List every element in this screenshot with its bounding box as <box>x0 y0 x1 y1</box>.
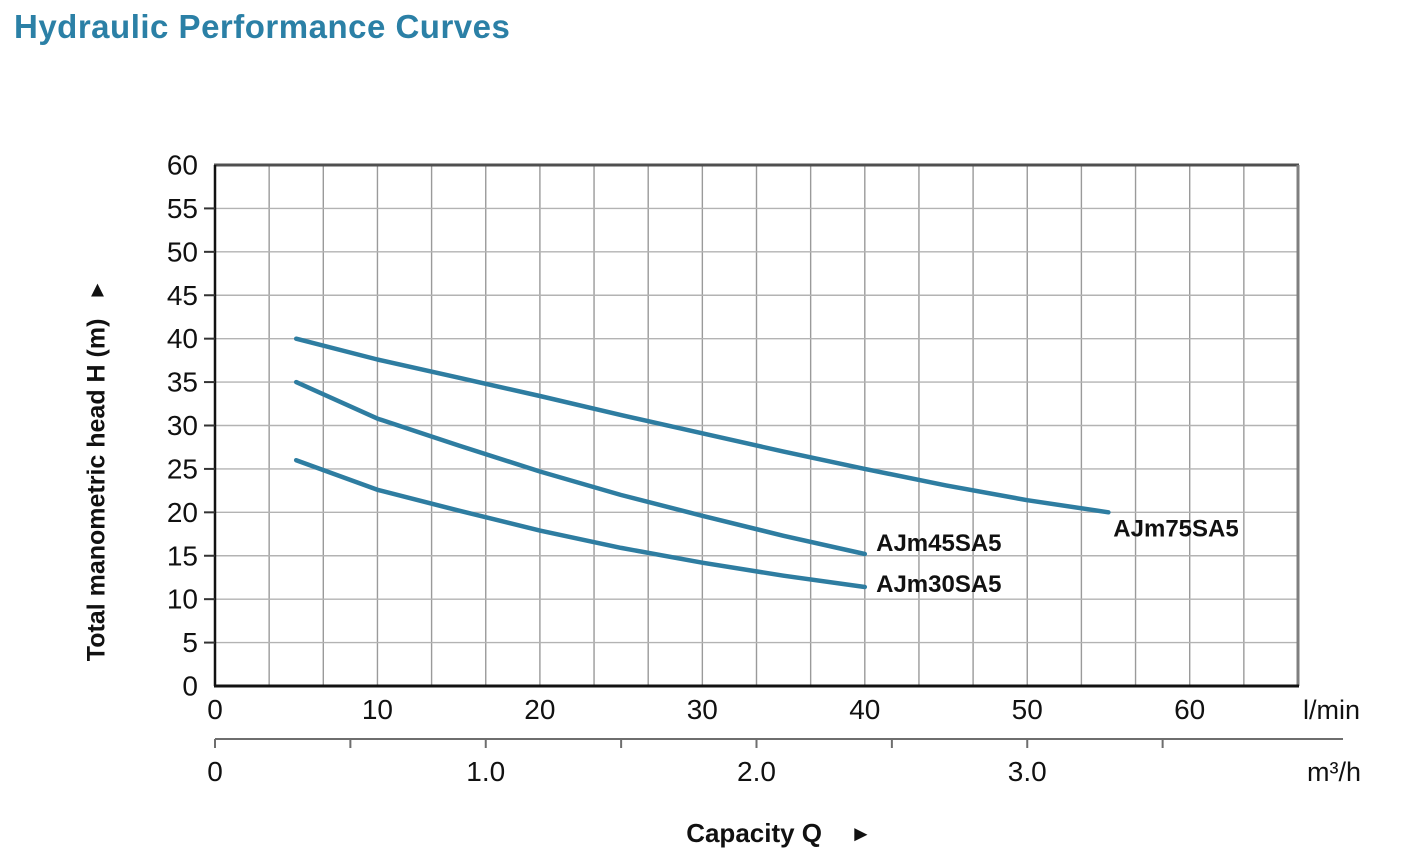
y-tick-label: 55 <box>167 193 198 224</box>
y-tick-label: 35 <box>167 367 198 398</box>
x-tick-label-lmin: 50 <box>1012 694 1043 725</box>
curve-label-AJm30SA5: AJm30SA5 <box>876 571 1001 598</box>
x-unit-m3h: m³/h <box>1307 757 1361 787</box>
y-tick-label: 45 <box>167 280 198 311</box>
y-tick-label: 5 <box>182 627 198 658</box>
curve-AJm30SA5 <box>293 457 868 590</box>
right-arrow-icon: ► <box>850 821 872 846</box>
y-tick-label: 40 <box>167 323 198 354</box>
x-tick-label-lmin: 60 <box>1174 694 1205 725</box>
x-tick-label-m3h: 3.0 <box>1008 756 1047 787</box>
y-tick-label: 30 <box>167 410 198 441</box>
x-tick-label-lmin: 0 <box>207 694 223 725</box>
curve-AJm75SA5 <box>293 336 1111 515</box>
y-tick-label: 25 <box>167 453 198 484</box>
y-tick-label: 10 <box>167 584 198 615</box>
x-unit-lmin: l/min <box>1303 695 1360 725</box>
curve-label-AJm75SA5: AJm75SA5 <box>1113 515 1238 542</box>
x-tick-label-m3h: 1.0 <box>466 756 505 787</box>
y-tick-label: 60 <box>167 150 198 181</box>
y-tick-label: 20 <box>167 497 198 528</box>
y-axis-title-text: Total manometric head H (m) <box>82 318 111 662</box>
y-tick-label: 15 <box>167 540 198 571</box>
curve-AJm45SA5 <box>293 379 868 557</box>
curve-label-AJm45SA5: AJm45SA5 <box>876 530 1001 557</box>
x-tick-label-lmin: 10 <box>362 694 393 725</box>
y-axis-title: Total manometric head H (m) ▲ <box>82 276 112 662</box>
up-arrow-icon: ▲ <box>86 276 109 302</box>
x-axis-title: Capacity Q ► <box>686 818 872 849</box>
y-tick-label: 50 <box>167 236 198 267</box>
page-title: Hydraulic Performance Curves <box>14 8 511 45</box>
x-tick-label-m3h: 0 <box>207 756 223 787</box>
y-tick-label: 0 <box>182 671 198 702</box>
x-tick-label-lmin: 40 <box>849 694 880 725</box>
x-tick-label-lmin: 20 <box>524 694 555 725</box>
x-axis-title-text: Capacity Q <box>686 818 823 848</box>
x-tick-label-m3h: 2.0 <box>737 756 776 787</box>
x-tick-label-lmin: 30 <box>687 694 718 725</box>
